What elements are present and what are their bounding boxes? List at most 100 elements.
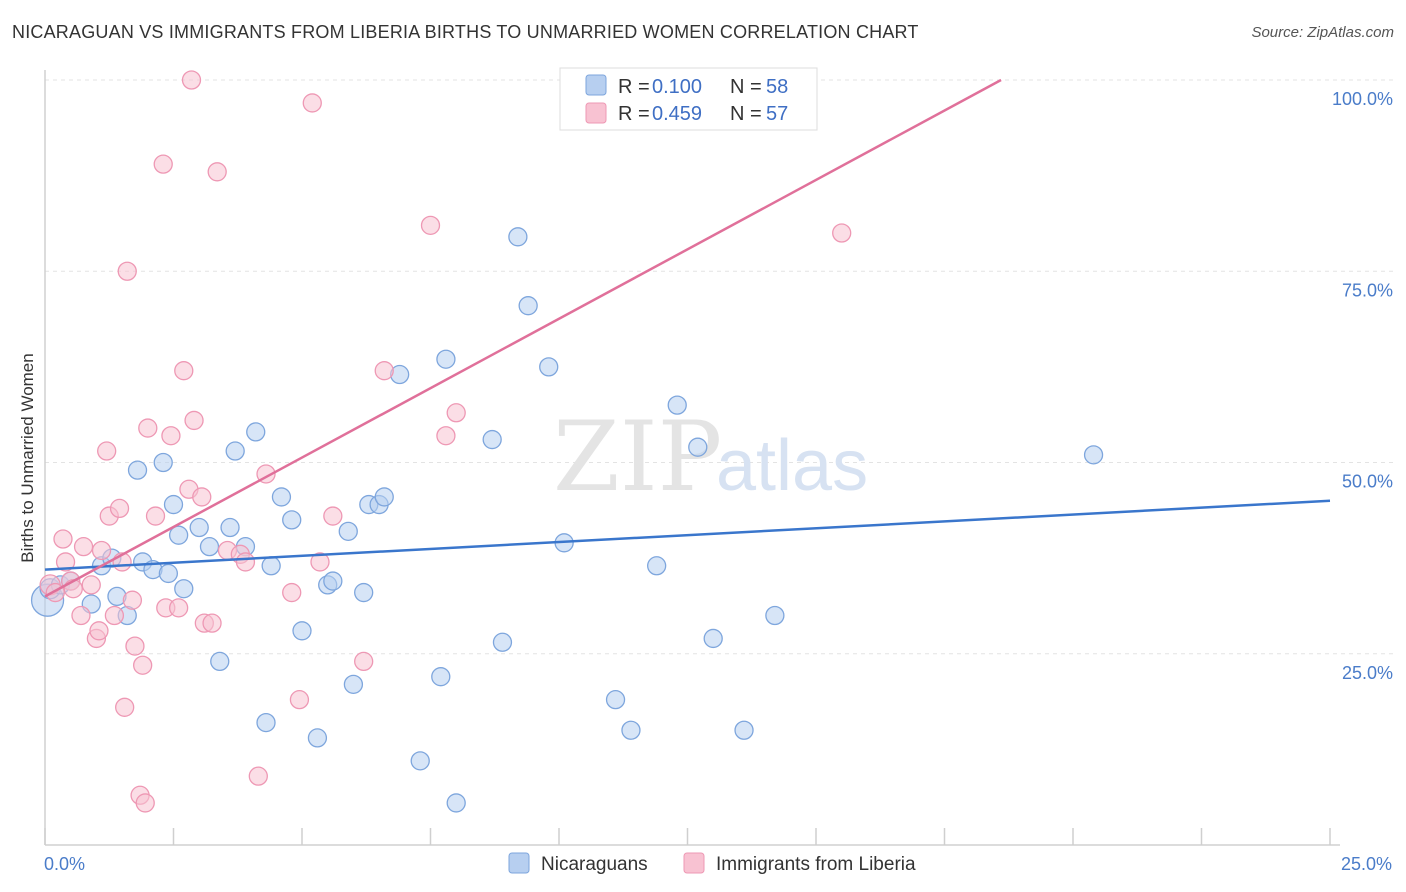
point-nicaraguans-13 [158,563,179,584]
point-nicaraguans-39 [410,751,430,771]
y-axis-title: Births to Unmarried Women [18,353,37,562]
point-liberia-7 [73,537,94,557]
point-liberia-22 [133,655,153,675]
point-nicaraguans-34 [354,582,374,603]
x-tick-label-max: 25.0% [1341,854,1392,874]
point-liberia-8 [81,575,101,595]
legend-r-value-1: 0.100 [652,76,702,98]
point-liberia-24 [138,418,158,438]
point-nicaraguans-37 [374,487,394,507]
point-liberia-46 [310,552,330,572]
y-tick-label-100: 100.0% [1332,89,1393,109]
y-tick-label-75: 75.0% [1342,280,1393,300]
point-liberia-11 [91,540,112,561]
series-legend-label-nicaraguans: Nicaraguans [541,854,648,875]
trend-line-liberia [44,78,1002,598]
point-liberia-19 [122,590,143,610]
point-nicaraguans-31 [323,571,343,591]
y-tick-labels: 25.0% 50.0% 75.0% 100.0% [1332,89,1393,683]
point-nicaraguans-52 [667,395,687,415]
point-liberia-15 [109,498,130,519]
point-liberia-32 [181,70,202,90]
point-nicaraguans-46 [518,296,538,316]
point-liberia-50 [420,215,441,236]
point-nicaraguans-44 [492,632,513,652]
point-nicaraguans-19 [210,651,230,672]
point-nicaraguans-42 [446,793,466,813]
point-liberia-2 [53,529,73,549]
point-nicaraguans-33 [343,674,364,694]
point-liberia-30 [174,361,194,381]
legend-r-label-1: R = [618,76,650,98]
legend-r-value-2: 0.459 [652,103,702,125]
point-liberia-3 [55,552,76,572]
watermark-atlas: atlas [716,426,868,506]
trend-lines [44,78,1331,598]
point-nicaraguans-12 [153,452,173,473]
point-liberia-43 [282,582,302,603]
legend-n-label-1: N = [730,76,762,98]
point-nicaraguans-56 [765,605,785,626]
point-liberia-28 [161,426,181,446]
point-nicaraguans-43 [482,429,502,450]
axes [44,70,1340,846]
point-nicaraguans-18 [199,537,220,557]
point-nicaraguans-28 [292,621,312,641]
point-nicaraguans-25 [261,556,281,576]
point-nicaraguans-23 [246,422,266,442]
point-liberia-37 [207,162,227,182]
legend-n-value-2: 57 [766,103,788,125]
x-tick-label-min: 0.0% [44,854,85,874]
y-tick-label-50: 50.0% [1342,472,1393,492]
point-liberia-20 [125,636,145,656]
point-liberia-17 [115,697,135,717]
chart-source: Source: ZipAtlas.com [1251,24,1394,41]
point-nicaraguans-57 [1083,445,1104,465]
correlation-legend: R = 0.100 N = 58 R = 0.459 N = 57 [559,67,818,131]
point-nicaraguans-40 [431,667,451,687]
x-ticks [44,828,1331,845]
point-nicaraguans-24 [256,712,276,733]
point-nicaraguans-15 [168,525,189,545]
point-nicaraguans-32 [338,521,358,541]
series-legend-label-liberia: Immigrants from Liberia [716,854,916,875]
liberia-points [39,70,852,813]
point-liberia-26 [153,154,173,174]
point-nicaraguans-41 [436,349,456,369]
point-nicaraguans-16 [174,579,194,599]
point-nicaraguans-55 [734,720,754,740]
point-nicaraguans-17 [189,517,209,538]
point-liberia-34 [192,487,212,507]
point-liberia-29 [168,598,189,618]
point-liberia-36 [202,613,222,633]
point-nicaraguans-27 [282,510,302,530]
legend-n-label-2: N = [730,103,762,125]
point-nicaraguans-9 [127,460,148,480]
y-tick-label-25: 25.0% [1342,663,1393,683]
legend-swatch-liberia [585,102,607,124]
point-liberia-47 [323,506,343,526]
point-nicaraguans-47 [539,357,559,377]
watermark: ZIP atlas [553,401,868,513]
point-liberia-18 [117,261,137,281]
point-liberia-51 [436,426,456,446]
point-nicaraguans-49 [605,690,626,710]
legend-n-value-1: 58 [766,76,788,98]
point-nicaraguans-53 [688,437,708,457]
point-liberia-10 [89,621,109,641]
legend-swatch-nicaraguans [585,74,607,96]
point-nicaraguans-21 [225,441,245,461]
point-liberia-52 [446,403,466,423]
point-liberia-23 [135,793,155,813]
watermark-zip: ZIP [553,401,722,513]
point-liberia-48 [354,651,374,672]
point-liberia-12 [97,441,117,461]
point-liberia-49 [374,361,394,381]
point-nicaraguans-54 [703,628,723,649]
point-liberia-6 [71,605,91,626]
chart-title: NICARAGUAN VS IMMIGRANTS FROM LIBERIA BI… [12,22,919,42]
series-legend-swatch-liberia [683,852,705,874]
series-legend: Nicaraguans Immigrants from Liberia [508,852,916,875]
point-nicaraguans-20 [220,517,240,538]
